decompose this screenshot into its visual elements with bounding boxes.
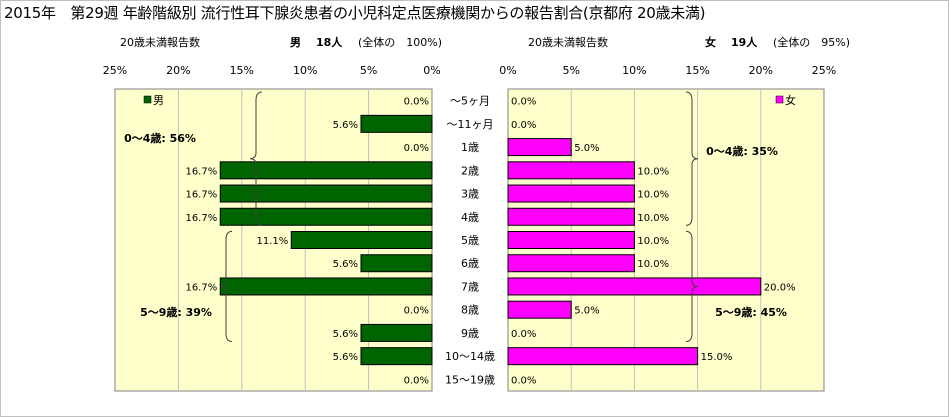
male-0-4-annotation: 0〜4歳: 56% (124, 131, 196, 145)
male-bar (360, 323, 433, 342)
left-header-count: 18人 (316, 36, 343, 49)
category-label: 1歳 (461, 141, 479, 154)
male-bar (219, 161, 433, 180)
female-bar (507, 347, 699, 366)
right-header-share: (全体の 95%) (773, 36, 851, 49)
female-data-label: 0.0% (511, 97, 536, 108)
category-label: 〜11ヶ月 (447, 118, 494, 131)
male-x-tick-label: 5% (360, 64, 377, 77)
female-data-label: 5.0% (574, 306, 599, 317)
category-label: 9歳 (461, 327, 479, 340)
male-bar (290, 231, 433, 249)
male-x-tick-label: 20% (166, 64, 190, 77)
female-data-label: 10.0% (637, 213, 669, 224)
female-x-tick-label: 20% (749, 64, 773, 77)
female-x-tick-label: 0% (499, 64, 516, 77)
female-bar (507, 231, 635, 249)
category-label: 6歳 (461, 257, 479, 270)
right-header-sex: 女 (705, 36, 716, 49)
male-data-label: 0.0% (404, 306, 429, 317)
male-data-label: 0.0% (404, 143, 429, 154)
female-bar (507, 138, 572, 157)
male-x-tick-label: 25% (103, 64, 127, 77)
male-5-9-annotation: 5〜9歳: 39% (140, 305, 212, 319)
male-x-tick-label: 15% (230, 64, 254, 77)
male-bar (219, 277, 433, 296)
female-5-9-annotation: 5〜9歳: 45% (715, 305, 787, 319)
female-data-label: 10.0% (637, 259, 669, 270)
male-bar (360, 254, 433, 273)
female-x-tick-label: 15% (685, 64, 709, 77)
category-label: 10〜14歳 (445, 350, 495, 363)
male-x-tick-label: 0% (423, 64, 440, 77)
female-5-9-brace (685, 230, 699, 343)
category-label: 2歳 (461, 164, 479, 177)
male-bar (360, 347, 433, 366)
category-label: 〜5ヶ月 (450, 95, 490, 108)
male-data-label: 5.6% (333, 352, 358, 363)
male-5-9-brace (219, 230, 233, 343)
male-data-label: 11.1% (256, 236, 288, 247)
male-data-label: 0.0% (404, 97, 429, 108)
chart-title: 2015年 第29週 年齢階級別 流行性耳下腺炎患者の小児科定点医療機関からの報… (4, 4, 706, 22)
female-data-label: 20.0% (764, 282, 796, 293)
female-bar (507, 207, 635, 226)
male-x-tick-label: 10% (293, 64, 317, 77)
female-x-tick-label: 25% (812, 64, 836, 77)
male-bar (219, 184, 433, 203)
female-data-label: 0.0% (511, 375, 536, 386)
category-label: 3歳 (461, 188, 479, 201)
male-data-label: 5.6% (333, 259, 358, 270)
female-data-label: 15.0% (701, 352, 733, 363)
female-legend-label: 女 (785, 93, 796, 107)
left-header-share: (全体の 100%) (358, 36, 443, 49)
female-bar (507, 161, 635, 180)
male-data-label: 16.7% (185, 213, 217, 224)
male-legend-swatch (143, 95, 152, 104)
male-data-label: 16.7% (185, 282, 217, 293)
female-x-tick-label: 10% (622, 64, 646, 77)
female-bar (507, 300, 572, 319)
category-label: 15〜19歳 (445, 373, 495, 386)
male-data-label: 0.0% (404, 375, 429, 386)
left-header-sex: 男 (290, 36, 301, 49)
male-bar (360, 114, 433, 133)
male-legend-label: 男 (153, 94, 164, 107)
male-data-label: 16.7% (185, 166, 217, 177)
female-data-label: 10.0% (637, 236, 669, 247)
female-bar (507, 254, 635, 273)
female-data-label: 0.0% (511, 120, 536, 131)
category-label: 7歳 (461, 280, 479, 293)
female-data-label: 0.0% (511, 329, 536, 340)
female-legend-swatch (775, 95, 784, 104)
female-data-label: 5.0% (574, 143, 599, 154)
male-data-label: 16.7% (185, 190, 217, 201)
female-data-label: 10.0% (637, 166, 669, 177)
category-label: 8歳 (461, 304, 479, 317)
female-bar (507, 277, 762, 296)
right-header-label: 20歳未満報告数 (528, 36, 608, 49)
male-0-4-brace (249, 91, 263, 226)
male-data-label: 5.6% (333, 120, 358, 131)
female-data-label: 10.0% (637, 190, 669, 201)
male-bar (219, 207, 433, 226)
female-bar (507, 184, 635, 203)
category-label: 5歳 (461, 234, 479, 247)
category-label: 4歳 (461, 211, 479, 224)
male-data-label: 5.6% (333, 329, 358, 340)
right-header-count: 19人 (731, 36, 758, 49)
female-0-4-annotation: 0〜4歳: 35% (706, 144, 778, 158)
left-header-label: 20歳未満報告数 (120, 36, 200, 49)
female-x-tick-label: 5% (562, 64, 579, 77)
female-0-4-brace (685, 91, 699, 226)
